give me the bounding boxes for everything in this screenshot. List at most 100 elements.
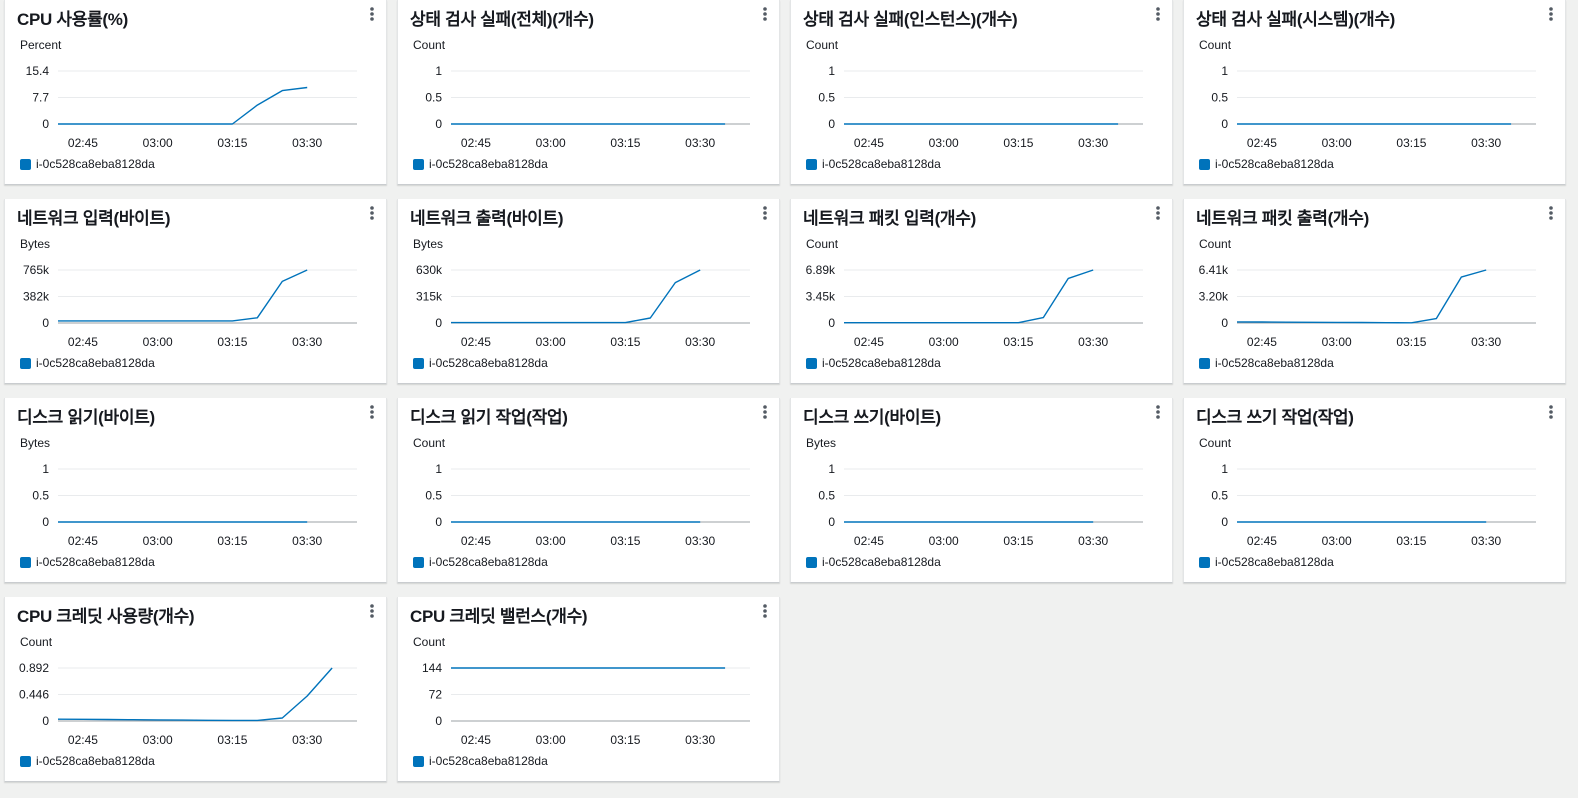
x-tick-label: 03:00 <box>929 335 959 349</box>
widget-title: 네트워크 패킷 출력(개수) <box>1196 209 1369 228</box>
widget-menu-button[interactable] <box>1546 405 1556 419</box>
y-tick-label: 0.5 <box>1211 489 1228 503</box>
y-axis-unit-label: Count <box>1199 237 1232 251</box>
x-tick-label: 02:45 <box>1247 335 1277 349</box>
widget-title: 상태 검사 실패(전체)(개수) <box>410 10 594 29</box>
x-tick-label: 03:30 <box>1471 335 1501 349</box>
legend-item[interactable]: i-0c528ca8eba8128da <box>20 555 155 569</box>
series-line <box>57 667 333 722</box>
y-tick-label: 0 <box>828 117 835 131</box>
widget-menu-button[interactable] <box>1153 405 1163 419</box>
y-tick-label: 0 <box>42 714 49 728</box>
vertical-ellipsis-icon <box>1549 7 1553 21</box>
widget-menu-button[interactable] <box>367 405 377 419</box>
widget-menu-button[interactable] <box>367 604 377 618</box>
metric-widget: CPU 사용률(%) Percent 15.4 7.7 0 02:45 03:00 03:15… <box>4 0 387 185</box>
x-tick-label: 03:00 <box>143 136 173 150</box>
widget-menu-button[interactable] <box>367 206 377 220</box>
vertical-ellipsis-icon <box>370 206 374 220</box>
y-axis-unit-label: Count <box>1199 38 1232 52</box>
line-chart: Count 1 0.5 0 02:45 03:00 03:15 03:30 <box>806 38 1143 150</box>
legend-item[interactable]: i-0c528ca8eba8128da <box>1199 356 1334 370</box>
line-chart: Count 144 72 0 02:45 03:00 03:15 03:30 <box>413 635 750 747</box>
x-tick-label: 02:45 <box>68 733 98 747</box>
widget-title: 디스크 쓰기 작업(작업) <box>1196 408 1354 427</box>
legend-item[interactable]: i-0c528ca8eba8128da <box>806 157 941 171</box>
legend-item[interactable]: i-0c528ca8eba8128da <box>413 157 548 171</box>
y-tick-label: 1 <box>1221 64 1228 78</box>
legend-swatch <box>1199 357 1210 369</box>
legend-item[interactable]: i-0c528ca8eba8128da <box>20 356 155 370</box>
line-chart: Count 1 0.5 0 02:45 03:00 03:15 03:30 <box>413 38 750 150</box>
x-tick-label: 03:30 <box>685 335 715 349</box>
legend-item[interactable]: i-0c528ca8eba8128da <box>413 356 548 370</box>
y-tick-label: 0 <box>1221 316 1228 330</box>
x-tick-label: 03:15 <box>1396 534 1426 548</box>
legend-item[interactable]: i-0c528ca8eba8128da <box>413 754 548 768</box>
x-tick-label: 03:15 <box>217 733 247 747</box>
y-tick-label: 0 <box>435 117 442 131</box>
x-tick-label: 02:45 <box>461 136 491 150</box>
metric-widget: 디스크 읽기(바이트) Bytes 1 0.5 0 02:45 03:00 03:15 03:3… <box>4 398 387 583</box>
y-tick-label: 1 <box>828 64 835 78</box>
legend-label: i-0c528ca8eba8128da <box>1215 555 1334 569</box>
x-tick-label: 02:45 <box>1247 136 1277 150</box>
x-tick-label: 03:30 <box>1471 136 1501 150</box>
x-tick-label: 03:00 <box>536 136 566 150</box>
metric-widget: 디스크 쓰기(바이트) Bytes 1 0.5 0 02:45 03:00 03:15 03:3… <box>790 398 1173 583</box>
y-axis-unit-label: Bytes <box>20 436 50 450</box>
line-chart: Count 1 0.5 0 02:45 03:00 03:15 03:30 <box>1199 436 1536 548</box>
legend-label: i-0c528ca8eba8128da <box>429 356 548 370</box>
legend-item[interactable]: i-0c528ca8eba8128da <box>20 157 155 171</box>
y-tick-label: 3.45k <box>806 290 836 304</box>
legend-swatch <box>20 556 31 568</box>
widget-menu-button[interactable] <box>1546 206 1556 220</box>
x-tick-label: 03:30 <box>1078 335 1108 349</box>
y-tick-label: 0 <box>828 316 835 330</box>
widget-menu-button[interactable] <box>760 405 770 419</box>
legend-swatch <box>20 158 31 170</box>
y-axis-unit-label: Count <box>413 38 446 52</box>
legend-item[interactable]: i-0c528ca8eba8128da <box>20 754 155 768</box>
widget-menu-button[interactable] <box>760 7 770 21</box>
metric-widget: 네트워크 패킷 출력(개수) Count 6.41k 3.20k 0 02:45 03:00… <box>1183 199 1566 384</box>
x-tick-label: 03:30 <box>685 534 715 548</box>
y-axis-unit-label: Count <box>806 237 839 251</box>
x-tick-label: 03:00 <box>143 733 173 747</box>
widget-menu-button[interactable] <box>367 7 377 21</box>
widget-title: 네트워크 패킷 입력(개수) <box>803 209 976 228</box>
x-tick-label: 03:15 <box>1396 335 1426 349</box>
y-axis-unit-label: Bytes <box>413 237 443 251</box>
line-chart: Count 6.41k 3.20k 0 02:45 03:00 03:15 03:30 <box>1199 237 1536 349</box>
x-tick-label: 03:15 <box>217 335 247 349</box>
legend-swatch <box>806 158 817 170</box>
widget-menu-button[interactable] <box>1153 206 1163 220</box>
legend-item[interactable]: i-0c528ca8eba8128da <box>806 555 941 569</box>
x-tick-label: 03:30 <box>292 335 322 349</box>
legend-label: i-0c528ca8eba8128da <box>429 157 548 171</box>
x-tick-label: 03:00 <box>1322 136 1352 150</box>
legend-label: i-0c528ca8eba8128da <box>1215 157 1334 171</box>
widget-menu-button[interactable] <box>1153 7 1163 21</box>
y-tick-label: 0.5 <box>32 489 49 503</box>
vertical-ellipsis-icon <box>370 405 374 419</box>
y-tick-label: 1 <box>828 462 835 476</box>
legend-label: i-0c528ca8eba8128da <box>822 356 941 370</box>
x-tick-label: 02:45 <box>854 335 884 349</box>
y-tick-label: 0.5 <box>818 489 835 503</box>
y-tick-label: 3.20k <box>1199 290 1229 304</box>
widget-menu-button[interactable] <box>1546 7 1556 21</box>
legend-swatch <box>1199 158 1210 170</box>
x-tick-label: 03:15 <box>217 136 247 150</box>
legend-item[interactable]: i-0c528ca8eba8128da <box>1199 555 1334 569</box>
widget-menu-button[interactable] <box>760 206 770 220</box>
y-tick-label: 0 <box>42 316 49 330</box>
legend-item[interactable]: i-0c528ca8eba8128da <box>413 555 548 569</box>
widget-title: 상태 검사 실패(시스템)(개수) <box>1196 10 1396 29</box>
legend-item[interactable]: i-0c528ca8eba8128da <box>1199 157 1334 171</box>
widget-menu-button[interactable] <box>760 604 770 618</box>
line-chart: Bytes 630k 315k 0 02:45 03:00 03:15 03:30 <box>413 237 750 349</box>
y-tick-label: 1 <box>1221 462 1228 476</box>
x-tick-label: 02:45 <box>854 534 884 548</box>
legend-item[interactable]: i-0c528ca8eba8128da <box>806 356 941 370</box>
